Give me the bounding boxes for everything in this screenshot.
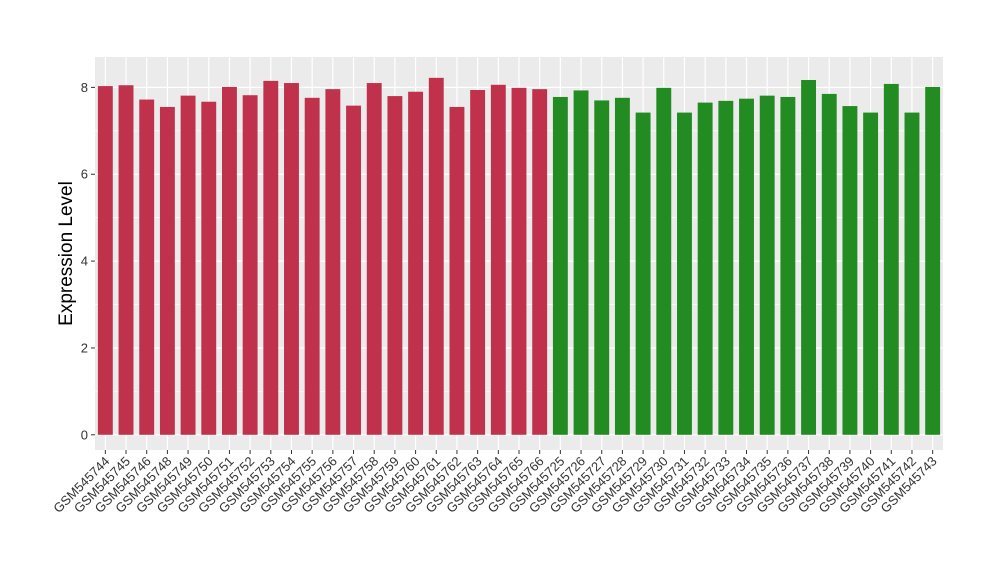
bar-GSM545750 [201, 101, 217, 435]
bar-GSM545737 [801, 80, 817, 435]
bar-GSM545742 [904, 112, 920, 435]
y-tick-label: 2 [81, 340, 88, 355]
y-tick-label: 8 [81, 80, 88, 95]
bar-GSM545725 [552, 96, 568, 435]
bar-GSM545751 [221, 86, 237, 435]
bar-GSM545758 [366, 83, 382, 435]
bar-GSM545765 [511, 87, 527, 435]
bar-GSM545764 [490, 84, 506, 435]
bar-GSM545741 [883, 83, 899, 435]
bar-GSM545729 [635, 112, 651, 435]
y-tick-label: 0 [81, 427, 88, 442]
bar-GSM545736 [780, 96, 796, 435]
bar-GSM545754 [284, 83, 299, 435]
y-tick-label: 6 [81, 167, 88, 182]
bar-GSM545727 [594, 100, 610, 435]
bar-GSM545739 [842, 106, 858, 435]
bar-GSM545763 [470, 90, 486, 435]
bar-GSM545756 [325, 89, 341, 435]
y-axis: 0 2 4 6 8 [81, 80, 95, 442]
y-axis-title: Expression Level [56, 181, 77, 326]
bar-GSM545735 [759, 95, 775, 435]
bar-GSM545762 [449, 106, 465, 435]
bar-GSM545726 [573, 90, 589, 435]
bar-GSM545738 [821, 93, 837, 435]
bar-GSM545752 [242, 95, 258, 435]
bar-GSM545733 [718, 100, 734, 435]
bar-GSM545760 [408, 91, 424, 435]
bar-GSM545757 [346, 105, 361, 435]
bar-GSM545759 [387, 96, 403, 435]
x-axis: GSM545744GSM545745GSM545746GSM545748GSM5… [50, 450, 940, 516]
bar-GSM545743 [925, 86, 941, 435]
bar-GSM545766 [532, 89, 548, 435]
bar-GSM545746 [139, 99, 155, 435]
bar-GSM545755 [304, 97, 320, 435]
bar-GSM545753 [263, 80, 279, 435]
bar-GSM545732 [697, 102, 713, 435]
bar-GSM545744 [97, 86, 113, 435]
bar-GSM545748 [159, 106, 175, 435]
bar-GSM545761 [428, 77, 444, 435]
bar-GSM545731 [677, 112, 692, 435]
bar-GSM545740 [863, 112, 879, 435]
bar-GSM545745 [118, 85, 134, 435]
bar-GSM545728 [614, 97, 630, 435]
y-tick-label: 4 [81, 254, 88, 269]
bar-GSM545734 [739, 98, 754, 435]
bar-GSM545730 [656, 87, 672, 435]
bar-GSM545749 [180, 95, 196, 435]
bar-series [97, 77, 941, 435]
